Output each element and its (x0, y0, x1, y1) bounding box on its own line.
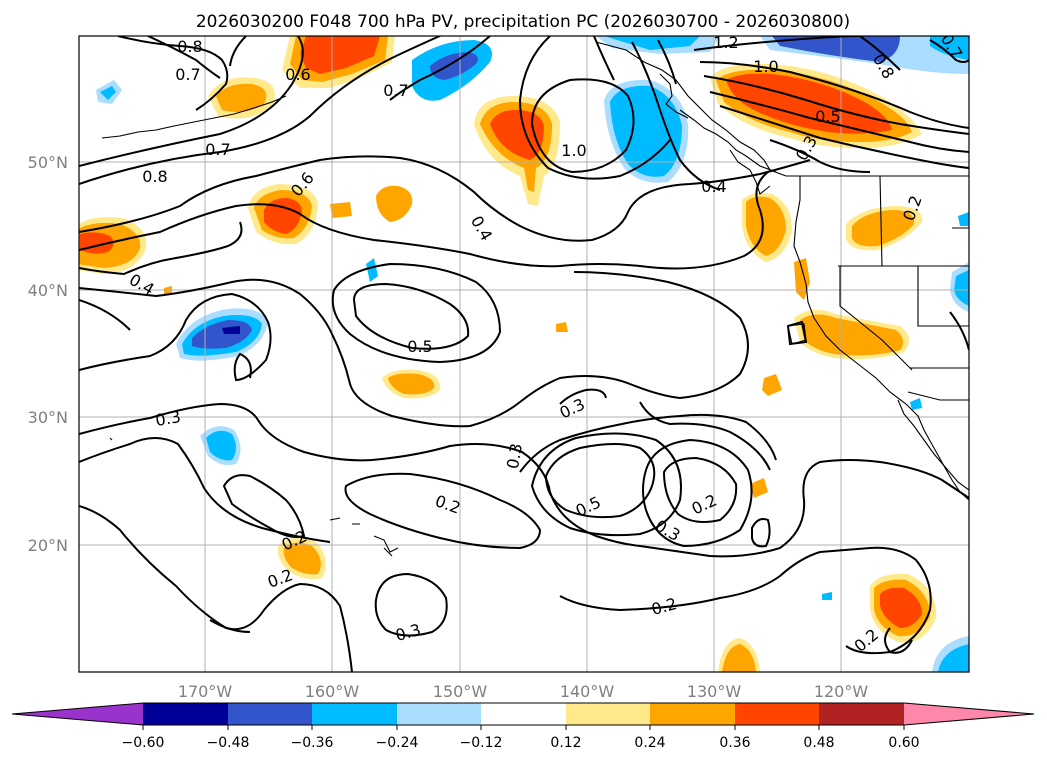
lon-label: 130°W (687, 682, 742, 701)
positive-anomaly-area (282, 36, 395, 88)
positive-anomaly-area (750, 478, 768, 498)
lat-label: 50°N (28, 153, 68, 172)
plot-content: 0.8 0.7 0.6 0.7 1.2 1.0 0.5 0.7 0.8 0.6 … (79, 33, 969, 672)
negative-anomaly-area (822, 592, 832, 600)
lat-label: 30°N (28, 408, 68, 427)
colorbar-bin (228, 703, 312, 725)
positive-anomaly-area (79, 217, 147, 274)
contour-label: 0.7 (175, 65, 200, 84)
contour-label: 0.3 (503, 442, 526, 470)
colorbar-tick-label: −0.60 (122, 735, 165, 751)
negative-anomaly-area (412, 40, 492, 101)
positive-anomaly-area (718, 638, 760, 672)
lat-label: 20°N (28, 536, 68, 555)
negative-anomaly-area (596, 36, 720, 54)
positive-anomaly-area (277, 537, 326, 580)
positive-anomaly-area (870, 573, 937, 643)
colorbar-bin (650, 703, 735, 725)
colorbar-bin (819, 703, 904, 725)
positive-anomaly-area (742, 192, 792, 262)
graticule (79, 36, 969, 672)
positive-anomaly-area (208, 77, 275, 119)
contour-label: 0.6 (285, 65, 310, 84)
negative-anomaly-area (200, 426, 241, 465)
contour-label: 0.3 (154, 407, 182, 430)
contour-label: 0.5 (815, 107, 840, 126)
colorbar: −0.60 −0.48 −0.36 −0.24 −0.12 0.12 0.24 … (11, 702, 1035, 751)
lon-label: 170°W (178, 682, 233, 701)
colorbar-bin (481, 703, 566, 725)
pv-contours (79, 36, 969, 672)
contour-label: 1.2 (713, 33, 738, 52)
positive-anomaly-area (556, 322, 568, 332)
lon-label: 140°W (560, 682, 615, 701)
lon-label: 160°W (305, 682, 360, 701)
colorbar-bin (566, 703, 650, 725)
colorbar-tick-label: 0.36 (719, 735, 750, 751)
positive-anomaly-area (846, 206, 923, 251)
lon-label: 150°W (433, 682, 488, 701)
colorbar-bin (735, 703, 819, 725)
negative-anomaly-area (176, 308, 268, 361)
colorbar-bin (312, 703, 397, 725)
contour-label: 0.4 (701, 177, 726, 196)
latitude-labels: 50°N 40°N 30°N 20°N (28, 153, 68, 555)
positive-anomaly-area (248, 184, 318, 245)
contour-label: 0.5 (407, 337, 432, 356)
colorbar-bin (397, 703, 481, 725)
contour-label: 0.8 (142, 167, 167, 186)
longitude-labels: 170°W 160°W 150°W 140°W 130°W 120°W (178, 682, 869, 701)
lat-label: 40°N (28, 281, 68, 300)
colorbar-tick-label: −0.12 (460, 735, 503, 751)
positive-anomaly-area (794, 309, 910, 360)
colorbar-tick-label: −0.48 (207, 735, 250, 751)
negative-anomaly-area (958, 212, 969, 226)
negative-anomaly-area (932, 636, 969, 672)
colorbar-tick-marks (142, 725, 905, 730)
colorbar-bin (143, 703, 228, 725)
contour-label: 0.7 (383, 81, 408, 100)
coastlines (101, 41, 969, 557)
negative-anomaly-area (950, 262, 969, 312)
map-title: 2026030200 F048 700 hPa PV, precipitatio… (196, 12, 850, 32)
contour-label: 0.8 (177, 37, 202, 56)
contour-label: 1.0 (561, 141, 586, 160)
contour-label: 0.7 (205, 140, 230, 159)
positive-anomaly-area (762, 374, 782, 396)
colorbar-tick-label: 0.24 (634, 735, 665, 751)
colorbar-extend-high (904, 703, 1034, 725)
colorbar-tick-label: 0.60 (888, 735, 919, 751)
colorbar-extend-low (12, 703, 143, 725)
lon-label: 120°W (814, 682, 869, 701)
negative-anomaly-area (96, 80, 122, 104)
plot-frame (78, 35, 970, 673)
colorbar-tick-label: 0.48 (803, 735, 834, 751)
colorbar-tick-label: 0.12 (550, 735, 581, 751)
colorbar-tick-label: −0.24 (376, 735, 419, 751)
positive-anomaly-area (474, 96, 560, 206)
positive-anomaly-area (376, 185, 413, 222)
negative-anomaly-area (910, 398, 922, 410)
negative-anomaly-area (366, 258, 378, 282)
colorbar-tick-label: −0.36 (291, 735, 334, 751)
positive-anomaly-area (382, 369, 441, 399)
contour-label: 1.0 (753, 57, 778, 76)
positive-anomaly-area (330, 202, 352, 218)
